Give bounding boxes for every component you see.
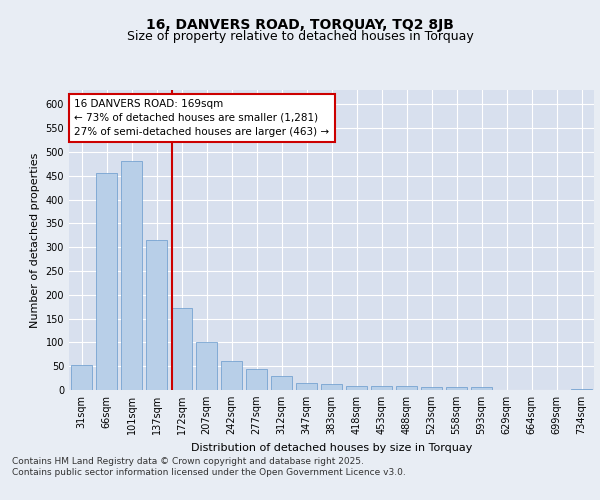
Bar bbox=[221, 362, 242, 390]
Bar bbox=[196, 342, 217, 390]
Y-axis label: Number of detached properties: Number of detached properties bbox=[30, 152, 40, 328]
Bar bbox=[296, 384, 317, 390]
Bar bbox=[321, 384, 342, 390]
Bar bbox=[371, 386, 392, 390]
Text: 16, DANVERS ROAD, TORQUAY, TQ2 8JB: 16, DANVERS ROAD, TORQUAY, TQ2 8JB bbox=[146, 18, 454, 32]
Bar bbox=[271, 376, 292, 390]
Bar bbox=[471, 386, 492, 390]
Text: 16 DANVERS ROAD: 169sqm
← 73% of detached houses are smaller (1,281)
27% of semi: 16 DANVERS ROAD: 169sqm ← 73% of detache… bbox=[74, 99, 329, 137]
Bar bbox=[571, 388, 592, 390]
Bar bbox=[346, 386, 367, 390]
Bar bbox=[146, 240, 167, 390]
Bar bbox=[71, 365, 92, 390]
Text: Contains HM Land Registry data © Crown copyright and database right 2025.
Contai: Contains HM Land Registry data © Crown c… bbox=[12, 458, 406, 477]
Bar bbox=[121, 162, 142, 390]
Text: Size of property relative to detached houses in Torquay: Size of property relative to detached ho… bbox=[127, 30, 473, 43]
Bar bbox=[96, 174, 117, 390]
X-axis label: Distribution of detached houses by size in Torquay: Distribution of detached houses by size … bbox=[191, 442, 472, 452]
Bar bbox=[171, 308, 192, 390]
Bar bbox=[446, 386, 467, 390]
Bar bbox=[396, 386, 417, 390]
Bar bbox=[421, 386, 442, 390]
Bar bbox=[246, 369, 267, 390]
